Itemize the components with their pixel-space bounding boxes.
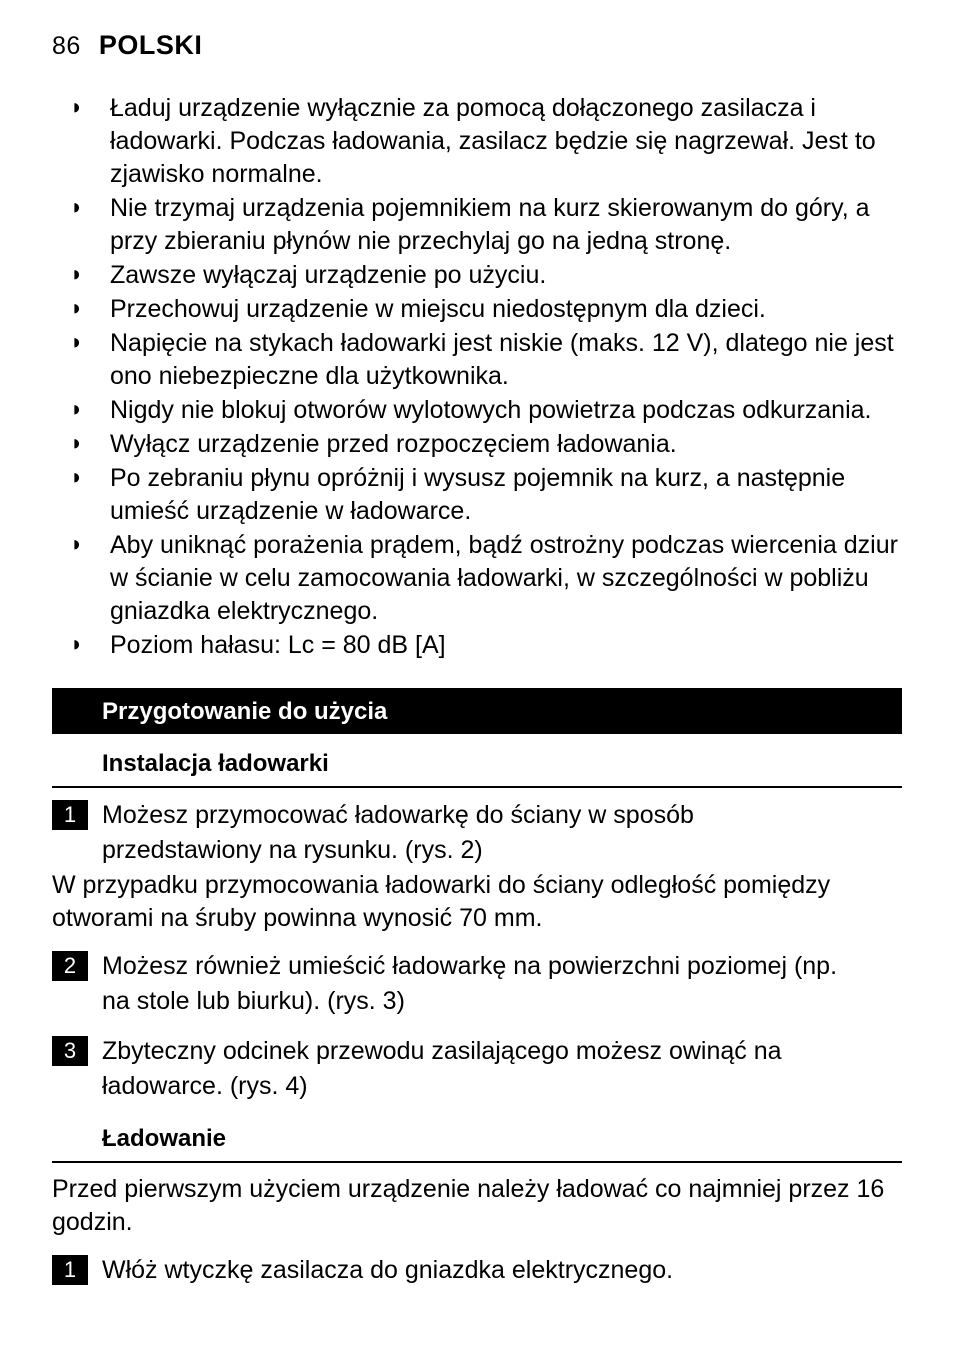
section-heading: Przygotowanie do użycia bbox=[52, 688, 902, 735]
info-paragraph: Przed pierwszym użyciem urządzenie należ… bbox=[52, 1173, 902, 1239]
safety-bullet-list: Ładuj urządzenie wyłącznie za pomocą doł… bbox=[52, 92, 902, 662]
step-text-cont: ładowarce. (rys. 4) bbox=[52, 1070, 902, 1103]
bullet-item: Po zebraniu płynu opróżnij i wysusz poje… bbox=[70, 462, 902, 528]
step-text: Możesz przymocować ładowarkę do ściany w… bbox=[102, 798, 902, 832]
step-block: 1 Możesz przymocować ładowarkę do ściany… bbox=[52, 798, 902, 867]
step-block: 2 Możesz również umieścić ładowarkę na p… bbox=[52, 949, 902, 1018]
bullet-item: Poziom hałasu: Lc = 80 dB [A] bbox=[70, 629, 902, 662]
bullet-item: Nigdy nie blokuj otworów wylotowych powi… bbox=[70, 394, 902, 427]
step-text-cont: przedstawiony na rysunku. (rys. 2) bbox=[52, 834, 902, 867]
step-number-box: 2 bbox=[52, 951, 88, 981]
bullet-item: Ładuj urządzenie wyłącznie za pomocą doł… bbox=[70, 92, 902, 191]
language-title: POLSKI bbox=[99, 30, 203, 60]
info-paragraph: W przypadku przymocowania ładowarki do ś… bbox=[52, 869, 902, 935]
step-block: 3 Zbyteczny odcinek przewodu zasilająceg… bbox=[52, 1034, 902, 1103]
step-number-box: 3 bbox=[52, 1036, 88, 1066]
step-text: Zbyteczny odcinek przewodu zasilającego … bbox=[102, 1034, 902, 1068]
bullet-item: Napięcie na stykach ładowarki jest niski… bbox=[70, 327, 902, 393]
bullet-item: Wyłącz urządzenie przed rozpoczęciem ład… bbox=[70, 428, 902, 461]
step-number-box: 1 bbox=[52, 800, 88, 830]
step-block: 1 Włóż wtyczkę zasilacza do gniazdka ele… bbox=[52, 1253, 902, 1287]
bullet-item: Zawsze wyłączaj urządzenie po użyciu. bbox=[70, 259, 902, 292]
page-number: 86 bbox=[52, 32, 81, 60]
bullet-item: Przechowuj urządzenie w miejscu niedostę… bbox=[70, 293, 902, 326]
step-text: Możesz również umieścić ładowarkę na pow… bbox=[102, 949, 902, 983]
step-text: Włóż wtyczkę zasilacza do gniazdka elekt… bbox=[102, 1253, 902, 1287]
sub-heading-charging: Ładowanie bbox=[52, 1119, 902, 1163]
bullet-item: Aby uniknąć porażenia prądem, bądź ostro… bbox=[70, 529, 902, 628]
page-header: 86 POLSKI bbox=[52, 28, 902, 64]
step-number-box: 1 bbox=[52, 1255, 88, 1285]
bullet-item: Nie trzymaj urządzenia pojemnikiem na ku… bbox=[70, 192, 902, 258]
sub-heading-install: Instalacja ładowarki bbox=[52, 744, 902, 788]
step-text-cont: na stole lub biurku). (rys. 3) bbox=[52, 985, 902, 1018]
